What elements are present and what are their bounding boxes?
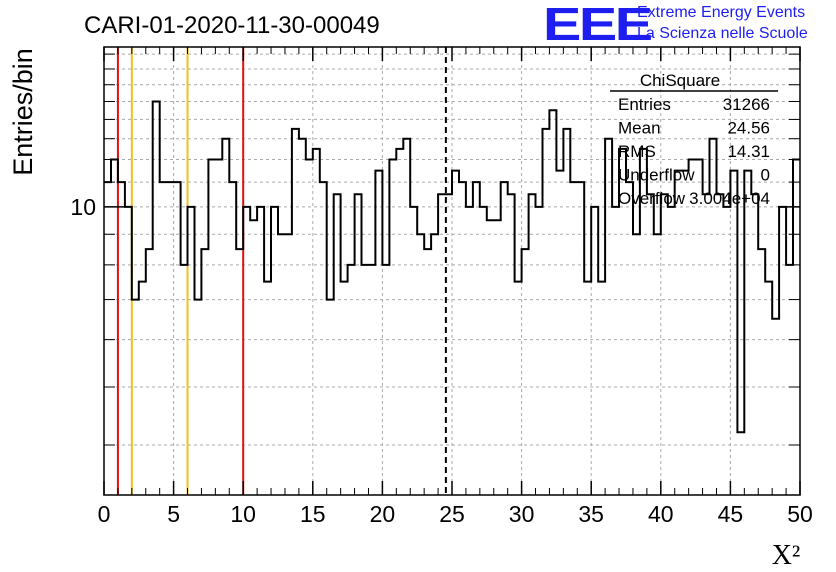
stats-row-value: 24.56 bbox=[727, 119, 770, 138]
y-axis-label: Entries/bin bbox=[8, 48, 38, 176]
logo-line-1: Extreme Energy Events bbox=[637, 4, 806, 21]
x-axis-label: X² bbox=[772, 540, 801, 571]
x-tick-label: 30 bbox=[509, 501, 535, 527]
x-tick-label: 5 bbox=[167, 501, 180, 527]
x-tick-label: 15 bbox=[300, 501, 326, 527]
x-tick-label: 20 bbox=[370, 501, 396, 527]
reference-lines bbox=[116, 47, 447, 495]
x-tick-label: 10 bbox=[230, 501, 256, 527]
plot-title: CARI-01-2020-11-30-00049 bbox=[84, 12, 380, 39]
x-tick-label: 0 bbox=[98, 501, 111, 527]
stats-row-value: 31266 bbox=[723, 95, 770, 114]
stats-row-label: Mean bbox=[618, 119, 661, 138]
x-tick-label: 40 bbox=[648, 501, 674, 527]
stats-row-value: 3.004e+04 bbox=[689, 189, 770, 208]
stats-row-label: Overflow bbox=[618, 189, 686, 208]
x-tick-label: 45 bbox=[718, 501, 744, 527]
stats-box-title: ChiSquare bbox=[640, 71, 720, 90]
stats-row-label: Entries bbox=[618, 95, 671, 114]
stats-box: ChiSquare Entries 31266 Mean 24.56 RMS 14.31 U… bbox=[610, 71, 778, 208]
y-tick-labels: 10 bbox=[70, 194, 96, 220]
axis-ticks bbox=[103, 47, 801, 495]
stats-row-value: 0 bbox=[761, 166, 770, 185]
logo-line-2: La Scienza nelle Scuole bbox=[637, 25, 808, 42]
x-tick-labels: 0 5 10 15 20 25 30 35 40 45 50 bbox=[98, 501, 813, 527]
x-tick-label: 50 bbox=[787, 501, 813, 527]
y-tick-label: 10 bbox=[70, 194, 96, 220]
stats-row-label: Underflow bbox=[618, 166, 695, 185]
stats-row-label: RMS bbox=[618, 142, 656, 161]
stats-row-value: 14.31 bbox=[727, 142, 770, 161]
x-tick-label: 35 bbox=[578, 501, 604, 527]
x-tick-label: 25 bbox=[439, 501, 465, 527]
histogram-step-line bbox=[104, 100, 800, 434]
eee-logo: EEE bbox=[543, 0, 653, 50]
grid-lines bbox=[104, 47, 800, 495]
